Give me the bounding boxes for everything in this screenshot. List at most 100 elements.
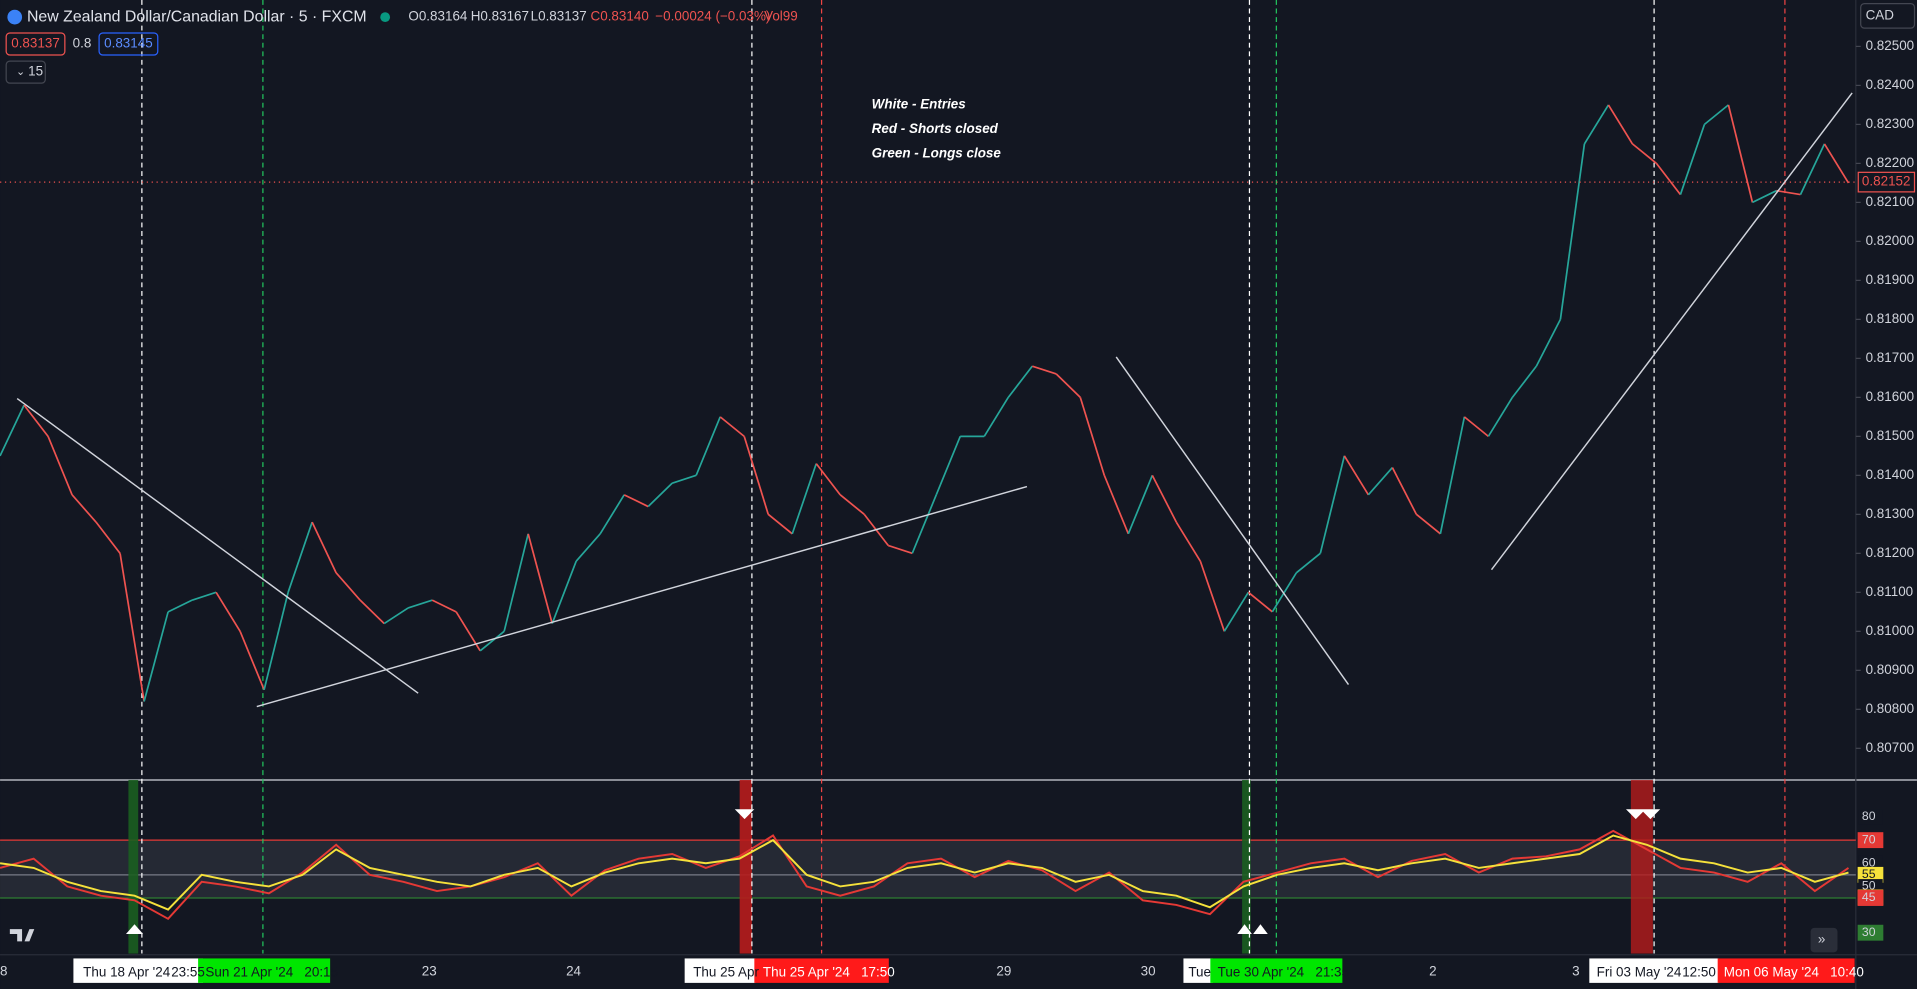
y-tick-label: 0.81900 <box>1866 272 1915 287</box>
price-segment <box>1175 521 1202 562</box>
signal-marker <box>1625 809 1661 820</box>
price-segment <box>1559 143 1586 320</box>
scroll-icon[interactable]: » <box>1818 932 1825 947</box>
time-label: Tue <box>1188 965 1211 980</box>
price-segment <box>143 611 169 702</box>
y-tick-label: 0.81500 <box>1866 428 1915 443</box>
trend-line <box>256 485 1028 708</box>
price-segment <box>791 463 818 535</box>
volume: Vol99 <box>764 9 798 24</box>
time-label: Thu 25 Apr '24 17:50 <box>763 965 895 980</box>
ask-price[interactable]: 0.83145 <box>104 36 153 51</box>
signal-marker <box>125 924 144 934</box>
price-segment <box>1343 455 1370 496</box>
price-segment <box>527 533 554 624</box>
price-segment <box>1247 591 1273 613</box>
price-segment <box>1007 365 1033 398</box>
price-segment <box>359 599 385 625</box>
price-segment <box>935 436 962 496</box>
time-label: 12:50 <box>1682 965 1716 980</box>
interval[interactable]: 15 <box>28 64 43 79</box>
bid-box[interactable] <box>5 32 66 56</box>
rsi-tag <box>1857 924 1884 941</box>
interval-box[interactable] <box>5 60 46 84</box>
time-label: Thu 25 Apr <box>693 965 759 980</box>
price-segment <box>599 494 625 535</box>
price-segment <box>1776 189 1801 196</box>
signal-column <box>1242 779 1251 954</box>
y-tick-label: 0.81300 <box>1866 506 1915 521</box>
price-segment <box>311 521 337 574</box>
price-segment <box>1655 162 1682 196</box>
price-segment <box>167 599 193 613</box>
ask-box[interactable] <box>98 32 159 56</box>
y-tick-label: 0.80700 <box>1866 740 1915 755</box>
price-segment <box>1607 104 1634 145</box>
price-segment <box>1391 467 1418 515</box>
ohlc-high: H0.83167 <box>471 9 529 24</box>
y-tick-label: 0.81000 <box>1866 623 1915 638</box>
rsi-band <box>0 840 1856 898</box>
price-segment <box>1439 416 1466 535</box>
collapse-icon[interactable]: ⌄ <box>16 66 25 78</box>
bid-price[interactable]: 0.83137 <box>11 36 60 51</box>
time-highlight <box>1210 958 1343 983</box>
time-label: 3 <box>1572 963 1579 978</box>
y-tick-label: 0.81800 <box>1866 311 1915 326</box>
price-segment <box>1679 124 1706 195</box>
rsi-tag-label: 80 <box>1862 809 1876 823</box>
currency-box[interactable] <box>1860 3 1916 29</box>
price-segment <box>1199 560 1226 632</box>
price-segment <box>839 494 865 516</box>
signal-column <box>1630 779 1653 954</box>
currency[interactable]: CAD <box>1866 7 1895 22</box>
trend-line <box>16 397 419 694</box>
time-label: Tue 30 Apr '24 21:35 <box>1218 965 1349 980</box>
price-segment <box>1487 396 1514 437</box>
rsi-line <box>0 834 1849 911</box>
price-segment <box>695 416 722 476</box>
trend-line <box>1490 92 1853 571</box>
rsi-tag-label: 50 <box>1862 879 1876 893</box>
price-segment <box>431 599 457 613</box>
y-tick-label: 0.81100 <box>1866 584 1914 599</box>
time-highlight <box>1183 958 1213 983</box>
price-segment <box>1823 143 1850 184</box>
spread: 0.8 <box>73 36 92 51</box>
time-label: 23 <box>422 963 437 978</box>
time-highlight <box>1589 958 1719 983</box>
price-segment <box>1583 104 1610 145</box>
price-segment <box>1631 143 1657 165</box>
time-highlight <box>1717 958 1855 983</box>
market-status <box>380 12 391 23</box>
price-segment <box>623 494 649 508</box>
price-segment <box>1799 143 1826 195</box>
annotation: Green - Longs close <box>872 146 1002 161</box>
price-segment <box>287 521 313 593</box>
price-segment <box>1032 365 1057 375</box>
trend-line <box>1115 356 1350 686</box>
tradingview-logo[interactable] <box>9 929 35 942</box>
price-segment <box>1271 572 1298 613</box>
price-segment <box>671 474 697 484</box>
price-segment <box>191 591 217 601</box>
time-label: 23:55 <box>171 965 205 980</box>
symbol-title[interactable]: New Zealand Dollar/Canadian Dollar · 5 ·… <box>27 8 367 25</box>
time-label: 2 <box>1429 963 1436 978</box>
price-segment <box>479 630 505 652</box>
y-tick-label: 0.82000 <box>1866 233 1915 248</box>
price-segment <box>1055 373 1081 398</box>
y-tick-label: 0.81200 <box>1866 545 1915 560</box>
rsi-tag-label: 30 <box>1862 925 1876 939</box>
ohlc-change: −0.00024 (−0.03%) <box>655 9 770 24</box>
y-tick-label: 0.82300 <box>1866 116 1915 131</box>
price-segment <box>1415 513 1441 535</box>
ohlc-close: C0.83140 <box>591 9 649 24</box>
time-label: Fri 03 May '24 <box>1597 965 1682 980</box>
rsi-tag <box>1858 809 1883 825</box>
price-segment <box>1103 475 1130 535</box>
scroll-button[interactable] <box>1810 927 1838 953</box>
symbol-icon[interactable] <box>7 9 23 25</box>
